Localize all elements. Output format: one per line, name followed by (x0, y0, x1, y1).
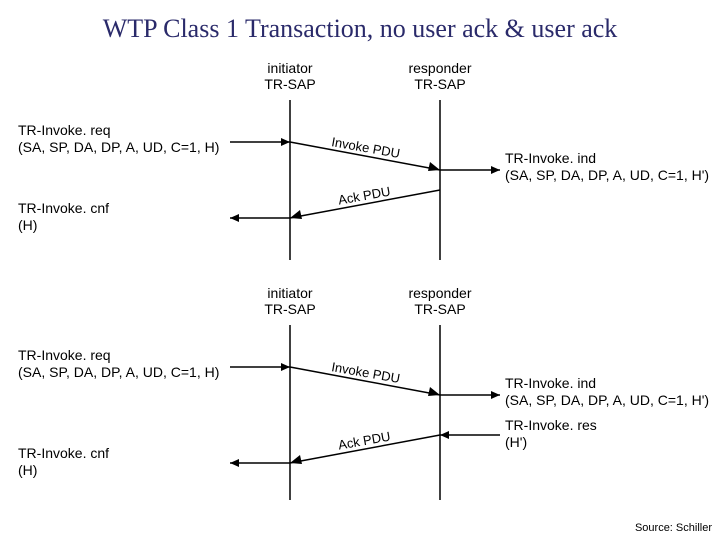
l1: TR-Invoke. ind (505, 375, 709, 392)
source-credit: Source: Schiller (635, 522, 712, 534)
l2: (SA, SP, DA, DP, A, UD, C=1, H) (18, 364, 219, 381)
msg-invoke-pdu: Invoke PDU (330, 134, 401, 161)
l1: TR-Invoke. cnf (18, 200, 109, 217)
tr-invoke-req: TR-Invoke. req (SA, SP, DA, DP, A, UD, C… (18, 347, 219, 381)
msg-invoke-pdu: Invoke PDU (330, 359, 401, 386)
l1: TR-Invoke. ind (505, 150, 709, 167)
l1: TR-Invoke. cnf (18, 445, 109, 462)
l2: (H') (505, 434, 597, 451)
l2: (SA, SP, DA, DP, A, UD, C=1, H') (505, 167, 709, 184)
tr-invoke-ind: TR-Invoke. ind (SA, SP, DA, DP, A, UD, C… (505, 150, 709, 184)
tr-invoke-cnf: TR-Invoke. cnf (H) (18, 445, 109, 479)
l2: (H) (18, 462, 109, 479)
page-title: WTP Class 1 Transaction, no user ack & u… (0, 14, 720, 44)
tr-invoke-ind: TR-Invoke. ind (SA, SP, DA, DP, A, UD, C… (505, 375, 709, 409)
sequence-diagram-2: initiator TR-SAP responder TR-SAP Invoke… (0, 285, 720, 505)
l2: (SA, SP, DA, DP, A, UD, C=1, H') (505, 392, 709, 409)
sequence-diagram-1: initiator TR-SAP responder TR-SAP Invoke… (0, 60, 720, 260)
tr-invoke-res: TR-Invoke. res (H') (505, 417, 597, 451)
tr-invoke-cnf: TR-Invoke. cnf (H) (18, 200, 109, 234)
l1: TR-Invoke. res (505, 417, 597, 434)
l1: TR-Invoke. req (18, 347, 219, 364)
tr-invoke-req: TR-Invoke. req (SA, SP, DA, DP, A, UD, C… (18, 122, 219, 156)
l2: (SA, SP, DA, DP, A, UD, C=1, H) (18, 139, 219, 156)
l1: TR-Invoke. req (18, 122, 219, 139)
l2: (H) (18, 217, 109, 234)
